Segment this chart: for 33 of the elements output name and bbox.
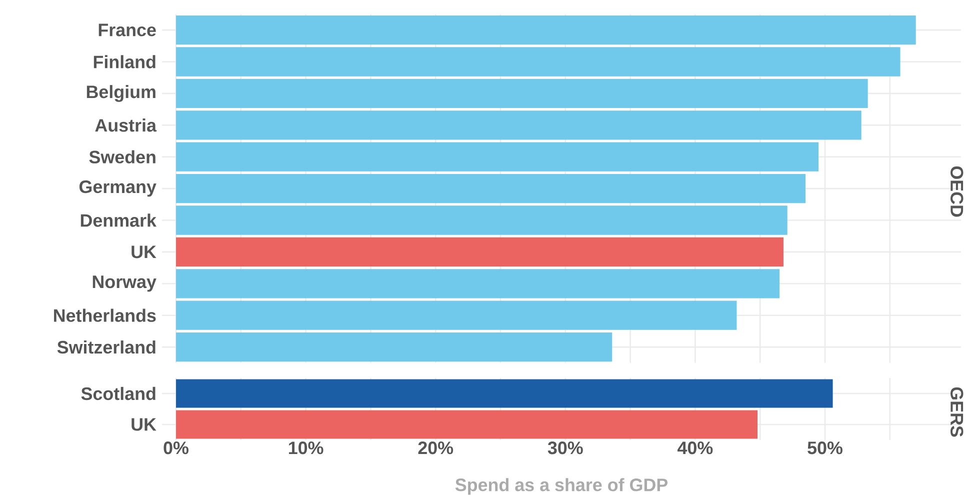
x-axis-title: Spend as a share of GDP xyxy=(455,478,668,495)
y-tick-label: Scotland xyxy=(81,386,156,400)
text: OECD xyxy=(950,166,964,217)
text: GERS xyxy=(950,387,964,437)
x-tick-label: 40% xyxy=(678,442,713,454)
y-tick-label: Norway xyxy=(92,276,156,292)
y-tick-label: Switzerland xyxy=(57,340,156,354)
x-tick-label: 10% xyxy=(288,442,324,454)
y-tick-label: UK xyxy=(132,246,156,258)
bar xyxy=(176,78,868,108)
bar xyxy=(176,237,784,267)
y-tick-label: Finland xyxy=(94,55,156,68)
x-tick-label: 30% xyxy=(548,442,583,454)
y-tick-label: Sweden xyxy=(89,150,156,164)
x-tick-label: 20% xyxy=(418,442,454,454)
x-tick-label: 50% xyxy=(808,442,842,454)
y-tick-label: France xyxy=(98,24,156,36)
bar xyxy=(176,142,819,172)
y-tick-label: Germany xyxy=(79,180,156,197)
y-tick-label: Belgium xyxy=(86,85,156,102)
y-tick-label: Denmark xyxy=(80,214,156,227)
bar xyxy=(176,300,737,330)
bar xyxy=(176,206,788,235)
y-tick-label: Austria xyxy=(95,118,157,132)
x-tick-label: 0% xyxy=(164,442,188,454)
bar xyxy=(176,174,806,204)
bar xyxy=(176,269,780,298)
bar xyxy=(176,15,916,45)
bar xyxy=(176,332,612,362)
y-tick-label: Netherlands xyxy=(54,308,156,322)
y-tick-label: UK xyxy=(132,418,156,431)
bar xyxy=(176,47,900,76)
bar xyxy=(176,110,862,140)
